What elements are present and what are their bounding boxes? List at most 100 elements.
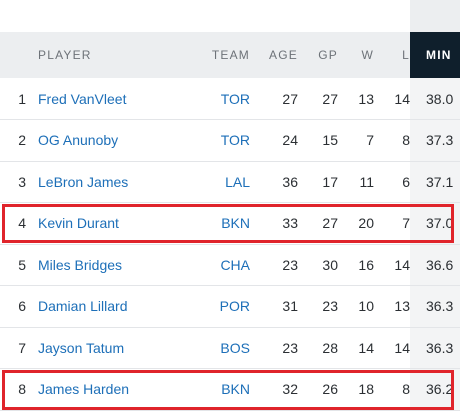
rank-cell: 2 [18, 132, 26, 149]
age-cell: 33 [282, 215, 298, 232]
team-link[interactable]: TOR [220, 90, 250, 107]
player-link[interactable]: OG Anunoby [38, 132, 119, 149]
team-cell: BKN [196, 203, 250, 245]
player-cell: OG Anunoby [26, 120, 196, 162]
rank-cell: 6 [18, 298, 26, 315]
min-cell: 36.3 [410, 327, 460, 369]
min-cell: 37.1 [410, 161, 460, 203]
player-cell: James Harden [26, 369, 196, 411]
age-cell: 23 [282, 256, 298, 273]
header-rank [0, 32, 26, 78]
gp-cell: 15 [322, 132, 338, 149]
min-cell: 36.2 [410, 368, 460, 410]
gp-cell: 23 [322, 298, 338, 315]
header-w[interactable]: W [361, 48, 374, 62]
age-cell: 32 [282, 381, 298, 398]
player-cell: Jayson Tatum [26, 327, 196, 369]
header-team[interactable]: TEAM [211, 48, 250, 62]
w-cell: 16 [358, 256, 374, 273]
team-cell: POR [196, 286, 250, 328]
age-cell: 27 [282, 90, 298, 107]
table-row: 5 Miles Bridges CHA 23 30 16 14 36.6 [0, 244, 460, 286]
rank-cell: 8 [18, 381, 26, 398]
l-cell: 7 [402, 215, 410, 232]
l-cell: 14 [394, 90, 410, 107]
header-min-sorted[interactable]: MIN [410, 32, 460, 78]
gp-cell: 26 [322, 381, 338, 398]
team-link[interactable]: TOR [220, 132, 250, 149]
min-column-band [410, 0, 460, 32]
player-link[interactable]: Miles Bridges [38, 256, 123, 273]
player-link[interactable]: James Harden [38, 381, 130, 398]
player-cell: Damian Lillard [26, 286, 196, 328]
l-cell: 8 [402, 381, 410, 398]
l-cell: 13 [394, 298, 410, 315]
l-cell: 14 [394, 256, 410, 273]
gp-cell: 27 [322, 215, 338, 232]
l-cell: 6 [402, 173, 410, 190]
team-cell: TOR [196, 120, 250, 162]
team-link[interactable]: LAL [225, 173, 250, 190]
table-row: 4 Kevin Durant BKN 33 27 20 7 37.0 [0, 202, 460, 245]
table-row: 7 Jayson Tatum BOS 23 28 14 14 36.3 [0, 327, 460, 369]
player-link[interactable]: Jayson Tatum [38, 339, 125, 356]
min-cell: 38.0 [410, 78, 460, 120]
team-link[interactable]: CHA [220, 256, 250, 273]
header-l[interactable]: L [402, 48, 410, 62]
player-cell: Fred VanVleet [26, 78, 196, 120]
player-link[interactable]: Fred VanVleet [38, 90, 127, 107]
rank-cell: 3 [18, 173, 26, 190]
min-cell: 36.3 [410, 285, 460, 327]
header-age[interactable]: AGE [269, 48, 298, 62]
player-cell: LeBron James [26, 161, 196, 203]
w-cell: 13 [358, 90, 374, 107]
rank-cell: 7 [18, 339, 26, 356]
header-player[interactable]: PLAYER [38, 48, 92, 62]
table-row: 3 LeBron James LAL 36 17 11 6 37.1 [0, 161, 460, 203]
team-link[interactable]: BKN [221, 381, 250, 398]
table-row: 2 OG Anunoby TOR 24 15 7 8 37.3 [0, 119, 460, 162]
team-link[interactable]: BOS [220, 339, 250, 356]
rank-cell: 1 [18, 90, 26, 107]
player-link[interactable]: Damian Lillard [38, 298, 128, 315]
l-cell: 14 [394, 339, 410, 356]
player-stats-table: PLAYER TEAM AGE GP W L MIN 1 Fred VanVle… [0, 32, 460, 411]
w-cell: 11 [359, 173, 374, 190]
rank-cell: 4 [18, 215, 26, 232]
l-cell: 8 [402, 132, 410, 149]
table-row: 8 James Harden BKN 32 26 18 8 36.2 [0, 368, 460, 411]
w-cell: 14 [358, 339, 374, 356]
team-cell: BKN [196, 369, 250, 411]
player-link[interactable]: LeBron James [38, 173, 129, 190]
table-row: 1 Fred VanVleet TOR 27 27 13 14 38.0 [0, 78, 460, 120]
table-header-row: PLAYER TEAM AGE GP W L MIN [0, 32, 460, 78]
gp-cell: 28 [322, 339, 338, 356]
team-link[interactable]: BKN [221, 215, 250, 232]
w-cell: 10 [358, 298, 374, 315]
min-cell: 37.3 [410, 119, 460, 161]
w-cell: 20 [358, 215, 374, 232]
gp-cell: 30 [322, 256, 338, 273]
w-cell: 18 [358, 381, 374, 398]
gp-cell: 17 [322, 173, 338, 190]
player-link[interactable]: Kevin Durant [38, 215, 119, 232]
rank-cell: 5 [18, 256, 26, 273]
table-row: 6 Damian Lillard POR 31 23 10 13 36.3 [0, 285, 460, 328]
age-cell: 23 [282, 339, 298, 356]
age-cell: 31 [282, 298, 298, 315]
header-gp[interactable]: GP [318, 48, 338, 62]
gp-cell: 27 [322, 90, 338, 107]
team-cell: CHA [196, 244, 250, 286]
min-cell: 36.6 [410, 244, 460, 286]
top-strip [0, 0, 460, 32]
player-cell: Miles Bridges [26, 244, 196, 286]
min-cell: 37.0 [410, 202, 460, 244]
age-cell: 36 [282, 173, 298, 190]
team-link[interactable]: POR [219, 298, 250, 315]
player-cell: Kevin Durant [26, 203, 196, 245]
team-cell: LAL [196, 161, 250, 203]
w-cell: 7 [366, 132, 374, 149]
team-cell: TOR [196, 78, 250, 120]
age-cell: 24 [282, 132, 298, 149]
team-cell: BOS [196, 327, 250, 369]
